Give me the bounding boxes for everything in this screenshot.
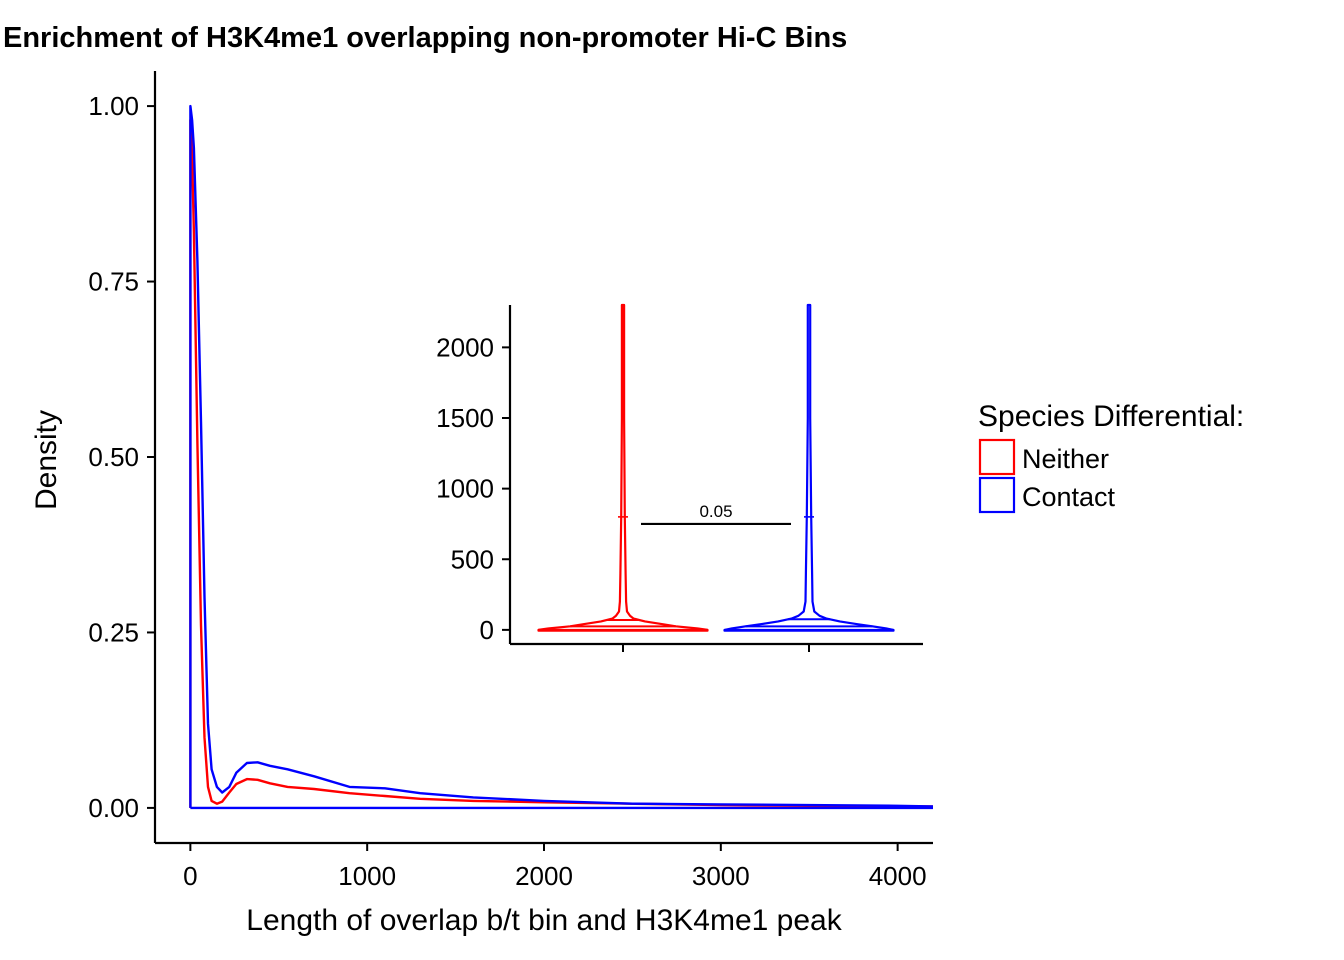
violin-neither <box>537 303 709 632</box>
y-tick-label: 0.75 <box>88 267 139 297</box>
main-axes: 0 1000 2000 3000 4000 0.00 0.25 0.50 0.75 1.00 <box>88 71 933 891</box>
x-axis-title: Length of overlap b/t bin and H3K4me1 pe… <box>246 904 842 937</box>
density-line-neither <box>189 118 933 808</box>
x-tick-label: 1000 <box>338 861 396 891</box>
significance-label: 0.05 <box>699 502 732 521</box>
main-series <box>189 104 934 810</box>
violin-contact <box>723 303 895 632</box>
y-tick-label: 0.00 <box>88 793 139 823</box>
density-line-contact <box>189 104 934 808</box>
x-tick-label: 0 <box>183 861 197 891</box>
chart-title: Enrichment of H3K4me1 overlapping non-pr… <box>3 22 847 54</box>
inset-y-tick-label: 2000 <box>436 332 494 362</box>
x-tick-label: 4000 <box>869 861 927 891</box>
legend: Species Differential: Neither Contact <box>978 400 1244 514</box>
y-tick-label: 0.50 <box>88 442 139 472</box>
y-axis-title: Density <box>30 410 63 510</box>
legend-label-neither: Neither <box>1022 444 1109 474</box>
inset-y-tick-label: 500 <box>451 544 494 574</box>
x-tick-label: 2000 <box>515 861 573 891</box>
legend-key-neither <box>978 438 1016 476</box>
x-tick-label: 3000 <box>692 861 750 891</box>
inset-y-tick-label: 1000 <box>436 474 494 504</box>
inset-y-tick-label: 1500 <box>436 403 494 433</box>
legend-title: Species Differential: <box>978 400 1244 433</box>
legend-key-contact <box>978 476 1016 514</box>
violin-inset: 0 500 1000 1500 2000 0.05 <box>436 303 923 652</box>
legend-label-contact: Contact <box>1022 482 1116 512</box>
y-tick-label: 1.00 <box>88 91 139 121</box>
y-tick-label: 0.25 <box>88 617 139 647</box>
inset-y-tick-label: 0 <box>480 615 494 645</box>
